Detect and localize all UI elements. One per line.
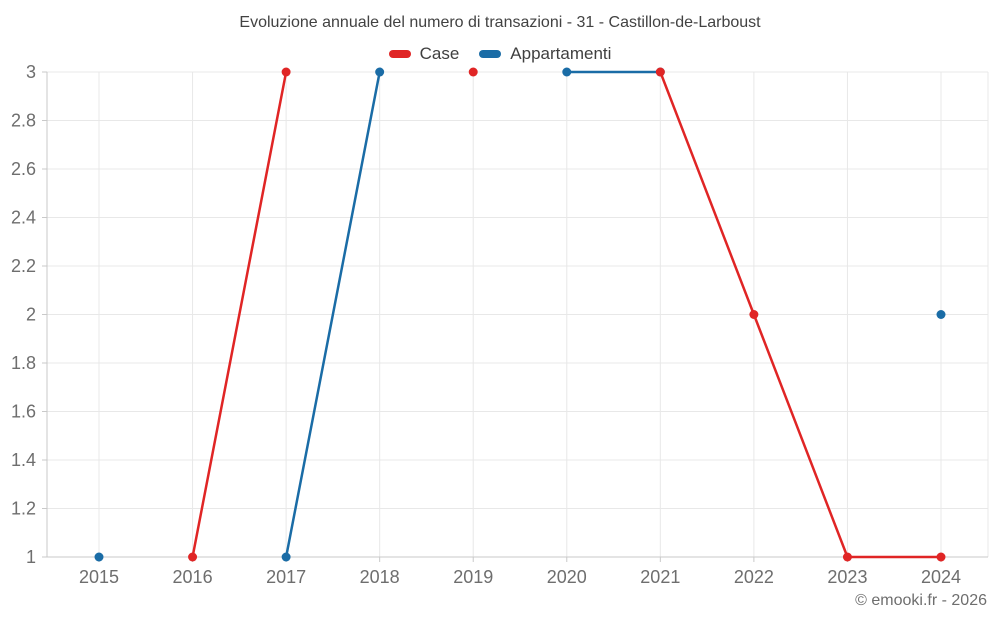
case-series-swatch-icon	[388, 50, 411, 58]
series-line-case	[191, 70, 288, 559]
y-tick-label: 1.2	[11, 499, 36, 519]
x-tick-label: 2016	[173, 567, 213, 587]
data-point-case	[936, 552, 946, 562]
legend-item-appartamenti[interactable]: Appartamenti	[479, 44, 611, 64]
data-point-appartamenti	[936, 310, 946, 319]
series-line-appartamenti	[284, 70, 381, 559]
y-tick-label: 2.6	[11, 159, 36, 179]
y-tick-label: 1.6	[11, 402, 36, 422]
y-tick-label: 1.8	[11, 353, 36, 373]
legend-label: Appartamenti	[510, 44, 612, 63]
chart-title: Evoluzione annuale del numero di transaz…	[239, 14, 761, 31]
y-tick-label: 1	[26, 547, 36, 567]
data-point-appartamenti	[281, 552, 291, 562]
y-tick-label: 2.4	[11, 208, 36, 228]
x-tick-label: 2015	[79, 567, 119, 587]
data-point-case	[842, 552, 852, 562]
x-tick-label: 2017	[266, 567, 306, 587]
data-point-appartamenti	[375, 67, 385, 77]
appartamenti-series-swatch-icon	[479, 50, 502, 58]
x-tick-label: 2023	[827, 567, 867, 587]
y-tick-label: 1.4	[11, 450, 36, 470]
y-tick-label: 2.8	[11, 111, 36, 131]
y-tick-label: 2	[26, 305, 36, 325]
data-point-case	[655, 67, 665, 77]
x-tick-label: 2019	[453, 567, 493, 587]
x-tick-label: 2022	[734, 567, 774, 587]
legend-label: Case	[419, 44, 460, 63]
x-tick-label: 2018	[360, 567, 400, 587]
data-point-case	[749, 310, 759, 319]
data-point-appartamenti	[562, 67, 572, 77]
legend: Case Appartamenti	[0, 44, 1000, 64]
x-tick-label: 2021	[640, 567, 680, 587]
watermark: © emooki.fr - 2026	[855, 592, 987, 609]
legend-item-case[interactable]: Case	[388, 44, 460, 64]
series-line-case	[659, 70, 943, 559]
x-tick-label: 2024	[921, 567, 961, 587]
y-tick-label: 2.2	[11, 256, 36, 276]
y-tick-label: 3	[26, 62, 36, 82]
data-point-case	[468, 67, 478, 77]
x-tick-label: 2020	[547, 567, 587, 587]
data-point-appartamenti	[94, 552, 104, 562]
data-point-case	[281, 67, 291, 77]
data-point-case	[188, 552, 198, 562]
